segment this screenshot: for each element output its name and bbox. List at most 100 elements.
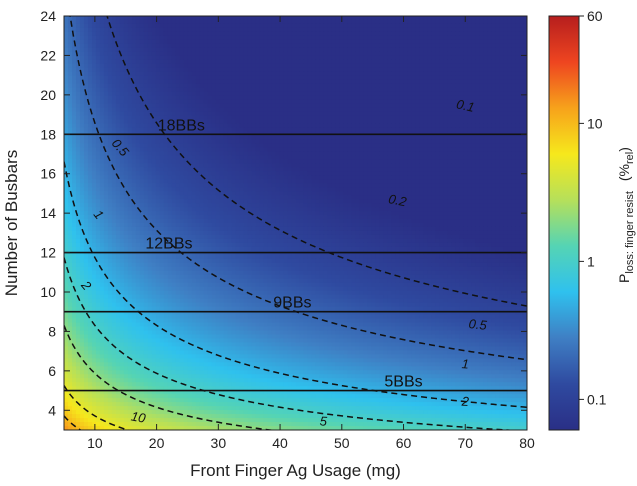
heatmap-cell	[523, 35, 527, 41]
heatmap-cell	[495, 135, 500, 140]
heatmap-cell	[399, 163, 404, 168]
heatmap-cell	[307, 143, 313, 148]
heatmap-cell	[395, 139, 400, 144]
heatmap-cell	[491, 171, 496, 176]
heatmap-cell	[103, 79, 109, 85]
heatmap-cell	[71, 83, 77, 89]
heatmap-cell	[295, 51, 301, 57]
heatmap-cell	[479, 155, 484, 160]
heatmap-cell	[475, 135, 480, 140]
heatmap-cell	[371, 155, 376, 160]
heatmap-cell	[299, 147, 305, 152]
heatmap-cell	[511, 139, 516, 144]
heatmap-cell	[335, 143, 340, 148]
heatmap-cell	[311, 143, 317, 148]
heatmap-cell	[287, 71, 293, 77]
heatmap-cell	[251, 175, 257, 180]
heatmap-cell	[463, 87, 468, 93]
heatmap-cell	[191, 67, 197, 73]
heatmap-cell	[199, 127, 205, 133]
heatmap-cell	[227, 179, 233, 184]
heatmap-cell	[263, 135, 269, 140]
heatmap-cell	[123, 99, 129, 105]
heatmap-cell	[67, 147, 73, 152]
heatmap-cell	[483, 163, 488, 168]
heatmap-cell	[315, 63, 321, 69]
heatmap-cell	[199, 19, 205, 25]
heatmap-cell	[311, 79, 317, 85]
heatmap-cell	[151, 151, 157, 156]
heatmap-cell	[375, 75, 380, 81]
heatmap-cell	[335, 71, 340, 77]
heatmap-cell	[435, 179, 440, 184]
heatmap-cell	[459, 155, 464, 160]
heatmap-cell	[167, 23, 173, 29]
heatmap-cell	[71, 123, 77, 129]
heatmap-cell	[267, 31, 273, 37]
heatmap-cell	[175, 119, 181, 125]
heatmap-cell	[307, 27, 313, 33]
heatmap-cell	[179, 127, 185, 133]
heatmap-cell	[123, 16, 129, 21]
heatmap-cell	[383, 151, 388, 156]
heatmap-cell	[427, 135, 432, 140]
heatmap-cell	[71, 75, 77, 81]
heatmap-cell	[107, 175, 113, 180]
heatmap-cell	[243, 171, 249, 176]
heatmap-cell	[199, 43, 205, 49]
heatmap-cell	[95, 47, 101, 53]
heatmap-cell	[303, 159, 309, 164]
heatmap-cell	[187, 59, 193, 65]
heatmap-cell	[415, 183, 420, 188]
heatmap-cell	[239, 79, 245, 85]
heatmap-cell	[311, 19, 317, 25]
heatmap-cell	[371, 171, 376, 176]
heatmap-cell	[91, 79, 97, 85]
heatmap-cell	[95, 31, 101, 37]
heatmap-cell	[475, 107, 480, 113]
heatmap-cell	[91, 139, 97, 144]
heatmap-cell	[223, 123, 229, 129]
heatmap-cell	[467, 175, 472, 180]
heatmap-cell	[463, 135, 468, 140]
heatmap-cell	[215, 183, 221, 188]
heatmap-cell	[443, 147, 448, 152]
heatmap-cell	[231, 27, 237, 33]
heatmap-cell	[291, 19, 297, 25]
heatmap-cell	[231, 31, 237, 37]
heatmap-cell	[259, 91, 265, 97]
heatmap-cell	[495, 107, 500, 113]
heatmap-cell	[263, 183, 269, 188]
heatmap-cell	[423, 107, 428, 113]
heatmap-cell	[211, 183, 217, 188]
heatmap-cell	[343, 147, 348, 152]
heatmap-cell	[207, 87, 213, 93]
heatmap-cell	[351, 151, 356, 156]
heatmap-cell	[195, 143, 201, 148]
heatmap-cell	[191, 39, 197, 45]
heatmap-cell	[435, 123, 440, 129]
heatmap-cell	[415, 147, 420, 152]
heatmap-cell	[64, 75, 69, 81]
heatmap-cell	[143, 95, 149, 101]
heatmap-cell	[115, 55, 121, 61]
heatmap-cell	[243, 123, 249, 129]
heatmap-cell	[283, 179, 289, 184]
heatmap-cell	[363, 87, 368, 93]
heatmap-cell	[307, 167, 313, 172]
heatmap-cell	[387, 159, 392, 164]
heatmap-cell	[507, 95, 512, 101]
heatmap-cell	[171, 87, 177, 93]
heatmap-cell	[491, 99, 496, 105]
heatmap-cell	[207, 27, 213, 33]
heatmap-cell	[511, 107, 516, 113]
heatmap-cell	[71, 155, 77, 160]
heatmap-cell	[391, 27, 396, 33]
heatmap-cell	[163, 159, 169, 164]
heatmap-cell	[107, 51, 113, 57]
heatmap-cell	[167, 135, 173, 140]
heatmap-cell	[395, 79, 400, 85]
heatmap-cell	[307, 119, 313, 125]
heatmap-cell	[159, 119, 165, 125]
heatmap-cell	[247, 91, 253, 97]
